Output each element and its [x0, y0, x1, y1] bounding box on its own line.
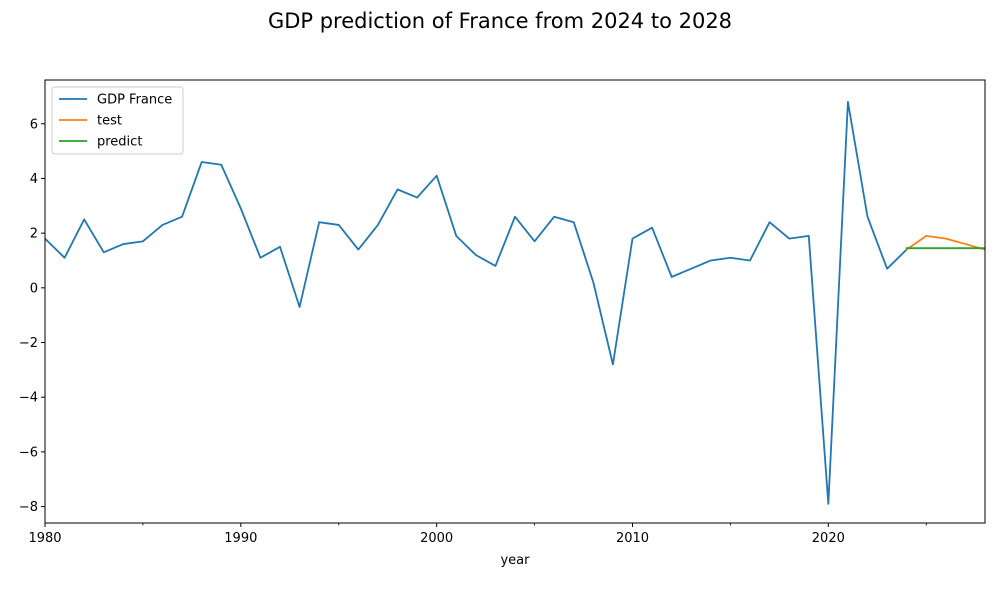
x-axis: 1980 1990 2000 2010 2020: [28, 523, 927, 546]
x-tick-label: 2020: [812, 531, 845, 546]
y-tick-label: 2: [30, 227, 38, 242]
y-tick-label: −4: [19, 391, 38, 406]
x-tick-label: 2000: [420, 531, 453, 546]
plot-frame: [44, 79, 986, 524]
chart-title: GDP prediction of France from 2024 to 20…: [268, 9, 732, 33]
y-tick-label: −2: [19, 336, 38, 351]
x-tick-label: 2010: [616, 531, 649, 546]
series-layer: [45, 100, 985, 505]
legend: GDP France test predict: [51, 86, 184, 155]
x-tick-label: 1990: [224, 531, 257, 546]
y-tick-label: −8: [19, 500, 38, 515]
legend-box: [51, 86, 184, 155]
y-tick-label: 6: [30, 117, 38, 132]
x-tick-label: 1980: [28, 531, 61, 546]
y-tick-label: 4: [30, 172, 38, 187]
legend-label-test: test: [97, 114, 122, 129]
legend-label-predict: predict: [97, 135, 142, 150]
y-tick-label: −6: [19, 445, 38, 460]
x-axis-label: year: [500, 553, 530, 568]
legend-label-gdp-france: GDP France: [97, 93, 172, 108]
series-line-gdp-france: [45, 100, 908, 505]
y-axis: 6 4 2 0 −2 −4 −6 −8: [19, 117, 45, 515]
y-tick-label: 0: [30, 281, 38, 296]
series-line-test: [905, 234, 985, 251]
plot-area: [44, 79, 986, 524]
